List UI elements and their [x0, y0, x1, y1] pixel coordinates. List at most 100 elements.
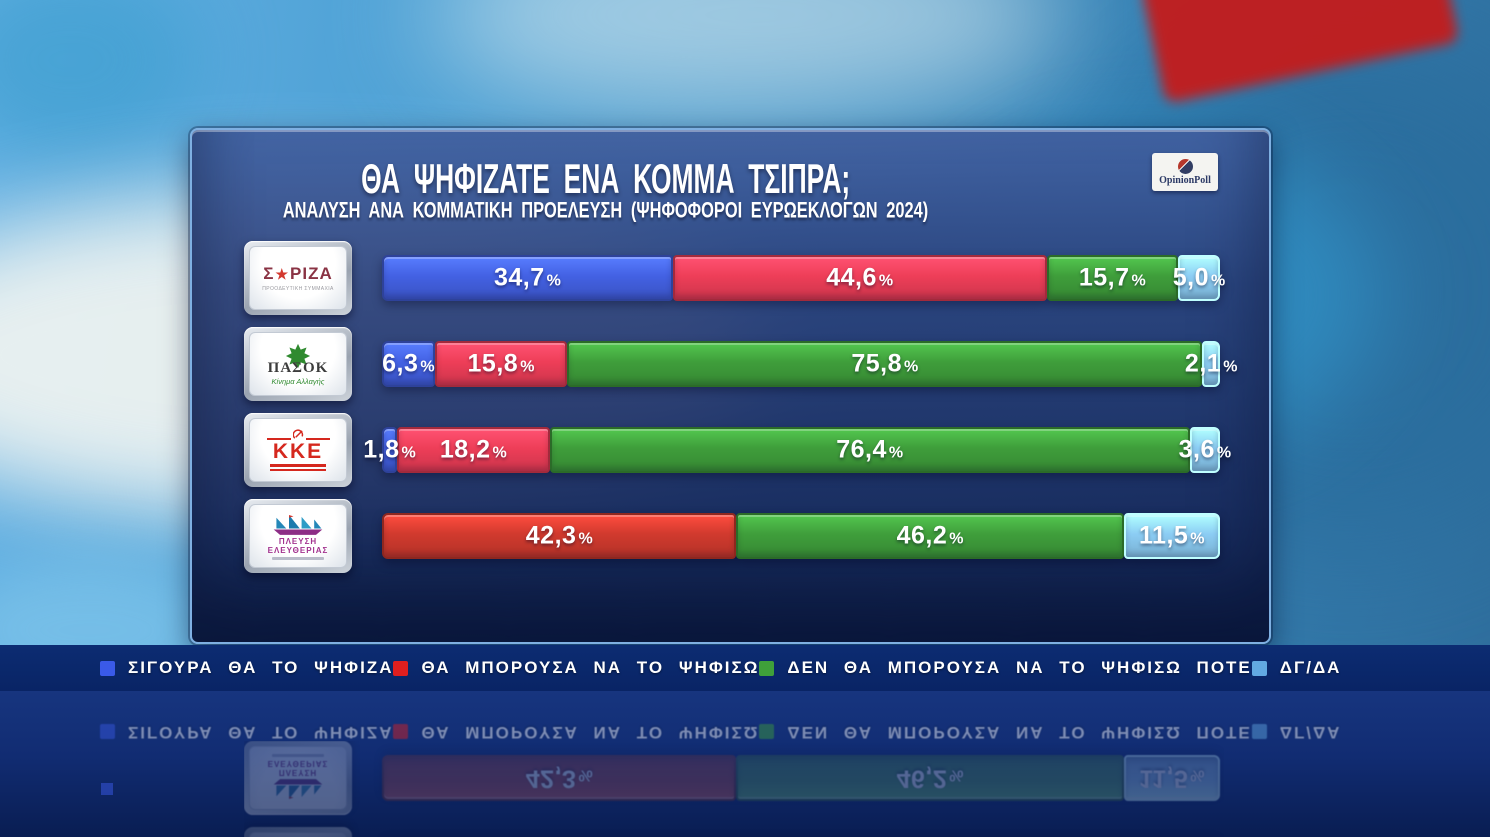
party-row-kke: ΚΚΕ 1,8% 18,2% 76,4% 3,6% — [244, 413, 1231, 487]
bar-value-label: 42,3% — [525, 521, 593, 550]
bar-segment-dk: 11,5% — [1123, 755, 1220, 801]
plefsi-text-line2: ΕΛΕΥΘΕΡΙΑΣ — [267, 759, 329, 768]
plefsi-ship-icon — [273, 515, 323, 535]
kke-rule — [270, 464, 326, 468]
reflection-refl-legend: ΣΙΓΟΥΡΑ ΘΑ ΤΟ ΨΗΦΙΖΑ ΘΑ ΜΠΟΡΟΥΣΑ ΝΑ ΤΟ ΨΗ… — [0, 709, 1490, 755]
party-logo-kke: ΚΚΕ — [244, 413, 352, 487]
party-logo-face: Σ ★ ΡΙΖΑ ΠΡΟΟΔΕΥΤΙΚΗ ΣΥΜΜΑΧΙΑ — [249, 246, 347, 310]
party-logo-face: ΠΑΣΟΚ Κίνημα Αλλαγής — [249, 332, 347, 396]
party-logo-face: ΚΚΕ — [249, 418, 347, 482]
bar-value-label: 5,0% — [1172, 263, 1226, 292]
legend-label: ΔΓ/ΔΑ — [1279, 658, 1342, 677]
legend-swatch-dk — [1251, 660, 1267, 676]
bar-segment-certain: 1,8% — [363, 427, 416, 473]
legend-band: ΣΙΓΟΥΡΑ ΘΑ ΤΟ ΨΗΦΙΖΑ ΘΑ ΜΠΟΡΟΥΣΑ ΝΑ ΤΟ ΨΗ… — [0, 645, 1490, 691]
background-red-shape — [1140, 0, 1460, 104]
legend-swatch-certain — [100, 660, 115, 676]
bar-segment-certain: 34,7% — [382, 255, 673, 301]
bar-track-syriza: 34,7% 44,6% 15,7% 5,0% — [382, 255, 1225, 301]
legend-item-could: ΘΑ ΜΠΟΡΟΥΣΑ ΝΑ ΤΟ ΨΗΦΙΣΩ — [393, 658, 759, 678]
pasok-subtext: Κίνημα Αλλαγής — [271, 376, 325, 386]
legend-label: ΔΓ/ΔΑ — [1279, 723, 1342, 742]
party-row-kke: ΚΚΕ 1,8%18,2%76,4%3,6% — [244, 827, 1224, 837]
legend-item-never: ΔΕΝ ΘΑ ΜΠΟΡΟΥΣΑ ΝΑ ΤΟ ΨΗΦΙΣΩ ΠΟΤΕ — [759, 658, 1251, 678]
reflection-refl-rows: Σ★ΡΙΖΑ ΠΡΟΟΔΕΥΤΙΚΗ ΣΥΜΜΑΧΙΑ 34,7%44,6%15… — [244, 741, 1224, 837]
bar-value-label: 46,2% — [896, 764, 964, 793]
bar-value-label: 6,3% — [382, 349, 435, 378]
bar-value-label: 42,3% — [525, 764, 593, 793]
party-row-syriza: Σ ★ ΡΙΖΑ ΠΡΟΟΔΕΥΤΙΚΗ ΣΥΜΜΑΧΙΑ 34,7% 44,6% 15… — [244, 241, 1225, 315]
legend: ΣΙΓΟΥΡΑ ΘΑ ΤΟ ΨΗΦΙΖΑ ΘΑ ΜΠΟΡΟΥΣΑ ΝΑ ΤΟ ΨΗ… — [0, 709, 1490, 755]
legend-swatch-dk — [1251, 724, 1267, 740]
legend-label: ΣΙΓΟΥΡΑ ΘΑ ΤΟ ΨΗΦΙΖΑ — [128, 658, 394, 677]
plefsi-ship-icon — [273, 779, 323, 799]
bar-value-label: 34,7% — [493, 263, 561, 292]
legend: ΣΙΓΟΥΡΑ ΘΑ ΤΟ ΨΗΦΙΖΑ ΘΑ ΜΠΟΡΟΥΣΑ ΝΑ ΤΟ ΨΗ… — [0, 645, 1490, 691]
syriza-star-icon: ★ — [275, 265, 290, 282]
plefsi-text-line1: ΠΛΕΥΣΗ — [278, 537, 318, 546]
bar-segment-could_flat: 42,3% — [382, 513, 737, 559]
bar-track-pasok: 6,3% 15,8% 75,8% 2,1% — [382, 341, 1237, 387]
bar-value-label: 46,2% — [896, 521, 964, 550]
bar-segment-could: 44,6% — [672, 255, 1047, 301]
bar-value-label: 15,8% — [467, 349, 535, 378]
opinionpoll-badge: OpinionPoll — [1152, 153, 1218, 191]
syriza-text-pre: Σ — [263, 264, 275, 283]
opinionpoll-circle-icon — [1177, 158, 1193, 174]
bar-value-label: 3,6% — [1178, 435, 1232, 464]
bar-value-label: 11,5% — [1139, 764, 1205, 793]
pasok-wordmark: ΠΑΣΟΚ — [267, 359, 329, 376]
bar-segment-dk: 2,1% — [1185, 341, 1237, 387]
bar-segment-dk: 5,0% — [1173, 255, 1225, 301]
syriza-text-post: ΡΙΖΑ — [290, 264, 333, 283]
party-logo-face: ΚΚΕ — [249, 832, 347, 837]
party-logo-face: ΠΛΕΥΣΗ ΕΛΕΥΘΕΡΙΑΣ — [249, 504, 347, 568]
legend-label: ΔΕΝ ΘΑ ΜΠΟΡΟΥΣΑ ΝΑ ΤΟ ΨΗΦΙΣΩ ΠΟΤΕ — [787, 723, 1252, 742]
bar-segment-never: 46,2% — [736, 513, 1124, 559]
party-logo-syriza: Σ ★ ΡΙΖΑ ΠΡΟΟΔΕΥΤΙΚΗ ΣΥΜΜΑΧΙΑ — [244, 241, 352, 315]
legend-item-certain: ΣΙΓΟΥΡΑ ΘΑ ΤΟ ΨΗΦΙΖΑ — [100, 658, 393, 678]
party-logo-plefsi: ΠΛΕΥΣΗ ΕΛΕΥΘΕΡΙΑΣ — [244, 741, 352, 815]
bar-segment-dk: 11,5% — [1123, 513, 1220, 559]
plefsi-subtext-rule — [272, 754, 324, 757]
party-logo-pasok: ΠΑΣΟΚ Κίνημα Αλλαγής — [244, 327, 352, 401]
legend-item-never: ΔΕΝ ΘΑ ΜΠΟΡΟΥΣΑ ΝΑ ΤΟ ΨΗΦΙΣΩ ΠΟΤΕ — [759, 722, 1252, 742]
syriza-wordmark: Σ ★ ΡΙΖΑ — [263, 264, 333, 284]
bar-track-plefsi: 42,3% 46,2% 11,5% — [382, 755, 1220, 801]
legend-swatch-certain — [100, 724, 115, 740]
bar-value-label: 15,7% — [1078, 263, 1146, 292]
legend-swatch-never — [759, 660, 775, 676]
hammer-sickle-icon — [292, 429, 303, 439]
legend-label: ΣΙΓΟΥΡΑ ΘΑ ΤΟ ΨΗΦΙΖΑ — [128, 723, 394, 742]
kke-text: ΚΚΕ — [272, 440, 324, 464]
legend-item-dk: ΔΓ/ΔΑ — [1251, 658, 1342, 678]
bar-value-label: 2,1% — [1184, 349, 1238, 378]
party-row-plefsi: ΠΛΕΥΣΗ ΕΛΕΥΘΕΡΙΑΣ 42,3% 46,2% 11,5% — [244, 499, 1224, 573]
bar-value-label: 1,8% — [363, 435, 416, 464]
reflection-swatch-echo — [101, 783, 113, 795]
reflection-zone: ΣΙΓΟΥΡΑ ΘΑ ΤΟ ΨΗΦΙΖΑ ΘΑ ΜΠΟΡΟΥΣΑ ΝΑ ΤΟ ΨΗ… — [0, 691, 1490, 837]
legend-item-dk: ΔΓ/ΔΑ — [1251, 722, 1342, 742]
legend-label: ΔΕΝ ΘΑ ΜΠΟΡΟΥΣΑ ΝΑ ΤΟ ΨΗΦΙΣΩ ΠΟΤΕ — [787, 658, 1252, 677]
bar-segment-certain: 6,3% — [382, 341, 435, 387]
bar-value-label: 44,6% — [826, 263, 894, 292]
bar-value-label: 18,2% — [439, 435, 507, 464]
chart-title: ΘΑ ΨΗΦΙΖΑΤΕ ΕΝΑ ΚΟΜΜΑ ΤΣΙΠΡΑ; — [361, 155, 851, 202]
bar-track-kke: 1,8% 18,2% 76,4% 3,6% — [363, 427, 1231, 473]
legend-item-could: ΘΑ ΜΠΟΡΟΥΣΑ ΝΑ ΤΟ ΨΗΦΙΣΩ — [393, 722, 759, 742]
syriza-subtext: ΠΡΟΟΔΕΥΤΙΚΗ ΣΥΜΜΑΧΙΑ — [262, 286, 334, 292]
party-logo-kke: ΚΚΕ — [244, 827, 352, 837]
bar-segment-could: 18,2% — [397, 427, 550, 473]
party-row-plefsi: ΠΛΕΥΣΗ ΕΛΕΥΘΕΡΙΑΣ 42,3% 46,2% 11,5% — [244, 741, 1224, 815]
legend-swatch-could — [393, 660, 409, 676]
bar-segment-never: 15,7% — [1046, 255, 1179, 301]
party-row-pasok: ΠΑΣΟΚ Κίνημα Αλλαγής 6,3% 15,8% 75,8% 2,1% — [244, 327, 1237, 401]
legend-swatch-never — [759, 724, 775, 740]
kke-wordmark: ΚΚΕ — [266, 429, 330, 471]
bar-segment-could: 15,8% — [434, 341, 568, 387]
bar-value-label: 76,4% — [836, 435, 904, 464]
chart-rows: Σ★ΡΙΖΑ ΠΡΟΟΔΕΥΤΙΚΗ ΣΥΜΜΑΧΙΑ 34,7%44,6%15… — [244, 741, 1224, 837]
plefsi-subtext-rule — [272, 557, 324, 560]
party-logo-face: ΠΛΕΥΣΗ ΕΛΕΥΘΕΡΙΑΣ — [249, 746, 347, 810]
legend-swatch-could — [393, 724, 409, 740]
